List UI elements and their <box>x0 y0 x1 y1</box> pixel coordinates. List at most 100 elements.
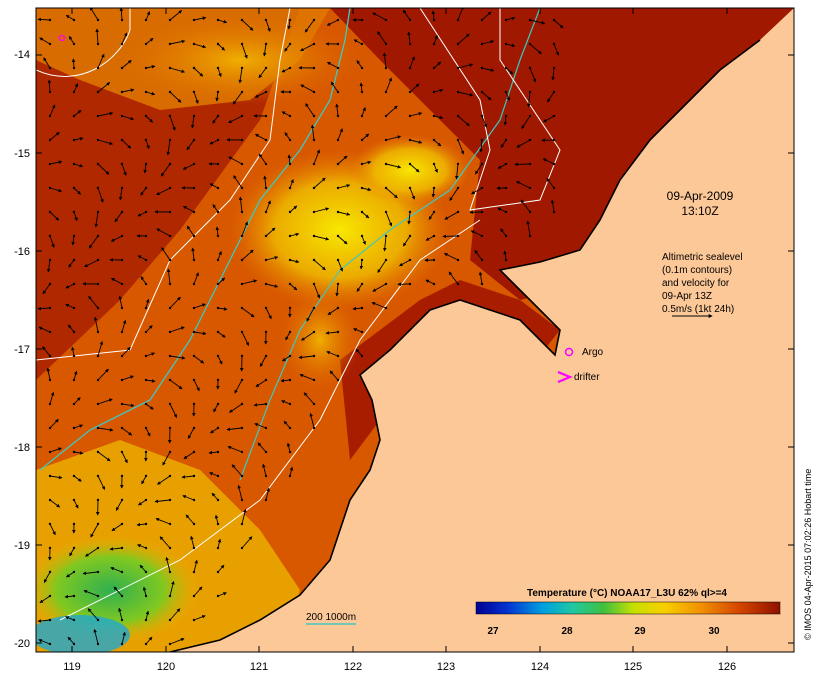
velocity-origin-dot <box>96 282 100 286</box>
velocity-arrow <box>433 88 444 93</box>
velocity-arrow <box>217 538 222 549</box>
velocity-origin-dot <box>360 42 364 46</box>
velocity-arrow <box>479 139 483 153</box>
velocity-arrow <box>67 636 75 645</box>
velocity-origin-dot <box>240 66 244 70</box>
velocity-origin-dot <box>168 498 172 502</box>
velocity-origin-dot <box>240 426 244 430</box>
velocity-origin-dot <box>456 42 460 46</box>
velocity-origin-dot <box>216 18 220 22</box>
velocity-arrow <box>385 135 402 141</box>
lat-label: -14 <box>14 49 30 61</box>
velocity-arrow <box>287 19 291 30</box>
velocity-origin-dot <box>408 138 412 142</box>
velocity-origin-dot <box>432 282 436 286</box>
velocity-arrow <box>85 547 99 557</box>
velocity-origin-dot <box>192 426 196 430</box>
velocity-arrow <box>145 37 154 45</box>
velocity-origin-dot <box>288 306 292 310</box>
velocity-origin-dot <box>120 546 124 550</box>
velocity-origin-dot <box>144 522 148 526</box>
velocity-arrow <box>258 153 267 165</box>
velocity-origin-dot <box>96 306 100 310</box>
velocity-arrow <box>284 132 291 141</box>
velocity-arrow <box>49 418 59 429</box>
velocity-arrow <box>515 181 531 189</box>
velocity-origin-dot <box>144 306 148 310</box>
velocity-origin-dot <box>144 570 148 574</box>
velocity-origin-dot <box>240 546 244 550</box>
velocity-origin-dot <box>144 186 148 190</box>
velocity-arrow <box>39 37 51 45</box>
velocity-origin-dot <box>264 450 268 454</box>
velocity-arrow <box>470 187 483 195</box>
velocity-arrow <box>73 137 84 141</box>
velocity-arrow <box>190 115 195 129</box>
velocity-arrow <box>169 403 178 418</box>
velocity-origin-dot <box>192 378 196 382</box>
velocity-arrow <box>193 559 198 573</box>
velocity-origin-dot <box>192 114 196 118</box>
velocity-arrow <box>186 225 195 237</box>
velocity-origin-dot <box>48 402 52 406</box>
velocity-origin-dot <box>288 378 292 382</box>
velocity-arrow <box>165 556 171 573</box>
velocity-origin-dot <box>192 138 196 142</box>
velocity-arrow <box>145 379 156 383</box>
colorbar-tick-30: 30 <box>708 626 720 637</box>
velocity-arrow <box>166 268 171 285</box>
velocity-origin-dot <box>216 42 220 46</box>
velocity-origin-dot <box>504 138 508 142</box>
velocity-arrow <box>241 249 254 261</box>
velocity-arrow <box>46 259 51 273</box>
velocity-origin-dot <box>168 354 172 358</box>
velocity-origin-dot <box>144 618 148 622</box>
velocity-arrow <box>313 259 326 271</box>
sst-cold-patch <box>36 615 130 652</box>
velocity-arrow <box>97 341 104 357</box>
argo-legend-label: Argo <box>582 347 604 358</box>
velocity-arrow <box>37 17 51 22</box>
velocity-origin-dot <box>168 66 172 70</box>
velocity-origin-dot <box>48 330 52 334</box>
velocity-arrow <box>281 111 291 117</box>
velocity-origin-dot <box>144 450 148 454</box>
velocity-origin-dot <box>48 570 52 574</box>
velocity-arrow <box>97 163 110 175</box>
colorbar-gradient <box>475 601 781 615</box>
velocity-arrow <box>285 331 291 341</box>
velocity-origin-dot <box>240 450 244 454</box>
velocity-arrow <box>193 16 207 21</box>
velocity-origin-dot <box>432 66 436 70</box>
velocity-arrow <box>335 283 339 297</box>
velocity-arrow <box>229 403 243 413</box>
velocity-arrow <box>372 12 387 21</box>
velocity-arrow <box>313 235 330 241</box>
velocity-origin-dot <box>264 186 268 190</box>
velocity-origin-dot <box>96 618 100 622</box>
velocity-arrow <box>409 83 420 93</box>
velocity-origin-dot <box>288 42 292 46</box>
velocity-origin-dot <box>144 66 148 70</box>
velocity-origin-dot <box>192 162 196 166</box>
velocity-arrow <box>193 331 207 336</box>
velocity-origin-dot <box>456 66 460 70</box>
velocity-origin-dot <box>72 450 76 454</box>
velocity-arrow <box>73 451 84 455</box>
sealevel-contour-2 <box>59 219 481 621</box>
velocity-arrow <box>169 115 176 131</box>
velocity-arrow <box>503 115 508 126</box>
velocity-arrow <box>49 447 62 453</box>
altimetry-line-5: 0.5m/s (1kt 24h) <box>662 304 734 315</box>
velocity-origin-dot <box>240 18 244 22</box>
velocity-origin-dot <box>216 498 220 502</box>
altimetry-line-1: Altimetric sealevel <box>662 252 743 263</box>
velocity-origin-dot <box>336 282 340 286</box>
velocity-origin-dot <box>96 426 100 430</box>
velocity-arrow <box>121 139 132 149</box>
velocity-arrow <box>262 463 267 477</box>
velocity-arrow <box>356 60 363 69</box>
velocity-origin-dot <box>432 138 436 142</box>
velocity-arrow <box>298 355 315 360</box>
velocity-arrow <box>361 133 370 141</box>
